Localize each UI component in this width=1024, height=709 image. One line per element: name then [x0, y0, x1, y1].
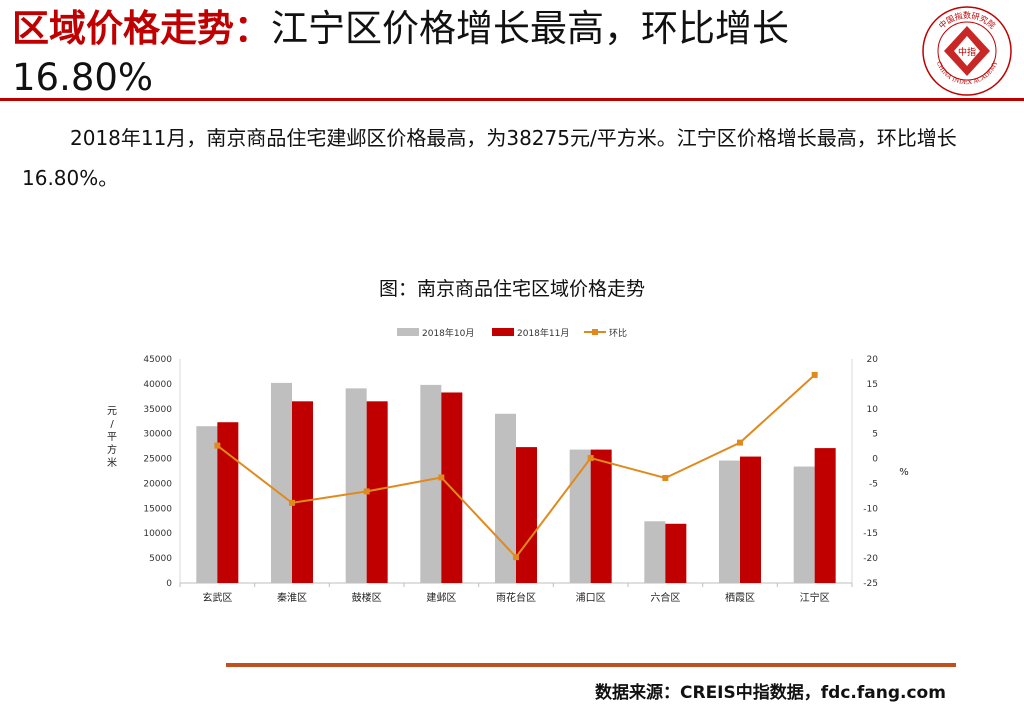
- summary-paragraph: 2018年11月，南京商品住宅建邺区价格最高，为38275元/平方米。江宁区价格…: [22, 118, 1012, 198]
- legend-marker-mom: [592, 329, 598, 335]
- summary-text: 2018年11月，南京商品住宅建邺区价格最高，为38275元/平方米。江宁区价格…: [22, 126, 957, 190]
- bar-nov: [814, 448, 836, 583]
- x-category-label: 栖霞区: [725, 591, 755, 604]
- y-axis-label-char: 米: [107, 456, 117, 469]
- y-tick-label: 45000: [143, 355, 172, 365]
- mom-point: [438, 474, 445, 481]
- y2-tick-label: 10: [867, 405, 879, 415]
- y-tick-label: 40000: [143, 380, 172, 390]
- bar-nov: [366, 401, 388, 583]
- bar-nov: [516, 447, 537, 583]
- bar-oct: [420, 384, 442, 583]
- x-category-label: 鼓楼区: [352, 591, 382, 604]
- y-tick-label: 20000: [143, 479, 172, 489]
- mom-point: [662, 474, 669, 481]
- y-axis-label-char: /: [110, 419, 114, 430]
- data-source: 数据来源：CREIS中指数据，fdc.fang.com: [595, 683, 946, 703]
- y2-tick-label: -15: [863, 529, 878, 539]
- mom-point: [214, 442, 221, 449]
- x-category-label: 雨花台区: [496, 591, 536, 604]
- x-category-label: 江宁区: [800, 591, 830, 604]
- footer-divider: [226, 663, 956, 667]
- y2-tick-label: -10: [863, 504, 878, 514]
- page-title-rest: 江宁区价格增长最高，环比增长16.80%: [12, 7, 789, 99]
- y-tick-label: 5000: [149, 554, 172, 564]
- y-tick-label: 10000: [143, 529, 172, 539]
- y2-tick-label: 0: [872, 455, 878, 465]
- bar-oct: [495, 413, 516, 583]
- y-tick-label: 30000: [143, 430, 172, 440]
- mom-point: [587, 455, 594, 462]
- y-axis-label-char: 平: [107, 432, 117, 443]
- bar-nov: [590, 449, 612, 583]
- y-tick-label: 0: [166, 579, 172, 589]
- y2-axis-label: %: [899, 467, 909, 478]
- legend-label-mom: 环比: [609, 327, 627, 339]
- bar-nov: [292, 401, 313, 583]
- page-title-highlight: 区域价格走势：: [12, 7, 271, 50]
- bar-oct: [644, 521, 666, 583]
- y2-tick-label: -25: [863, 579, 878, 589]
- china-index-academy-logo: 中国指数研究院 中指 CHINA INDEX ACADEMY: [922, 6, 1012, 96]
- bar-nov: [740, 456, 761, 583]
- bar-oct: [271, 382, 292, 583]
- y2-tick-label: -20: [863, 554, 878, 564]
- mom-point: [363, 488, 370, 495]
- legend-label-oct: 2018年10月: [422, 327, 474, 339]
- y2-tick-label: 5: [872, 430, 878, 440]
- x-category-label: 玄武区: [202, 591, 232, 604]
- mom-point: [811, 371, 818, 378]
- bar-oct: [719, 460, 740, 583]
- bar-oct: [793, 466, 815, 583]
- chart-title: 图：南京商品住宅区域价格走势: [378, 278, 645, 300]
- y2-tick-label: 20: [867, 355, 879, 365]
- logo-text-center: 中指: [958, 46, 976, 58]
- bar-nov: [665, 523, 687, 583]
- y2-tick-label: 15: [867, 380, 878, 390]
- y-tick-label: 15000: [143, 504, 172, 514]
- mom-point: [513, 554, 519, 561]
- y-tick-label: 35000: [143, 405, 172, 415]
- bar-oct: [569, 449, 591, 583]
- page-title: 区域价格走势：江宁区价格增长最高，环比增长16.80%: [12, 4, 912, 102]
- x-category-label: 建邺区: [426, 591, 456, 604]
- bar-nov: [217, 422, 239, 583]
- x-category-label: 秦淮区: [277, 591, 307, 604]
- x-category-label: 六合区: [650, 591, 680, 604]
- y-axis-label-char: 元: [107, 406, 117, 417]
- legend-swatch-oct: [397, 328, 419, 336]
- header-divider: [0, 98, 1024, 101]
- mom-point: [737, 439, 743, 446]
- y2-tick-label: -5: [869, 479, 878, 489]
- x-category-label: 浦口区: [576, 591, 606, 604]
- y-axis-label-char: 方: [107, 443, 117, 456]
- bar-oct: [196, 426, 218, 583]
- bar-oct: [345, 388, 367, 583]
- legend-label-nov: 2018年11月: [517, 327, 569, 339]
- legend-swatch-nov: [492, 328, 514, 336]
- y-tick-label: 25000: [143, 455, 172, 465]
- mom-point: [289, 499, 295, 506]
